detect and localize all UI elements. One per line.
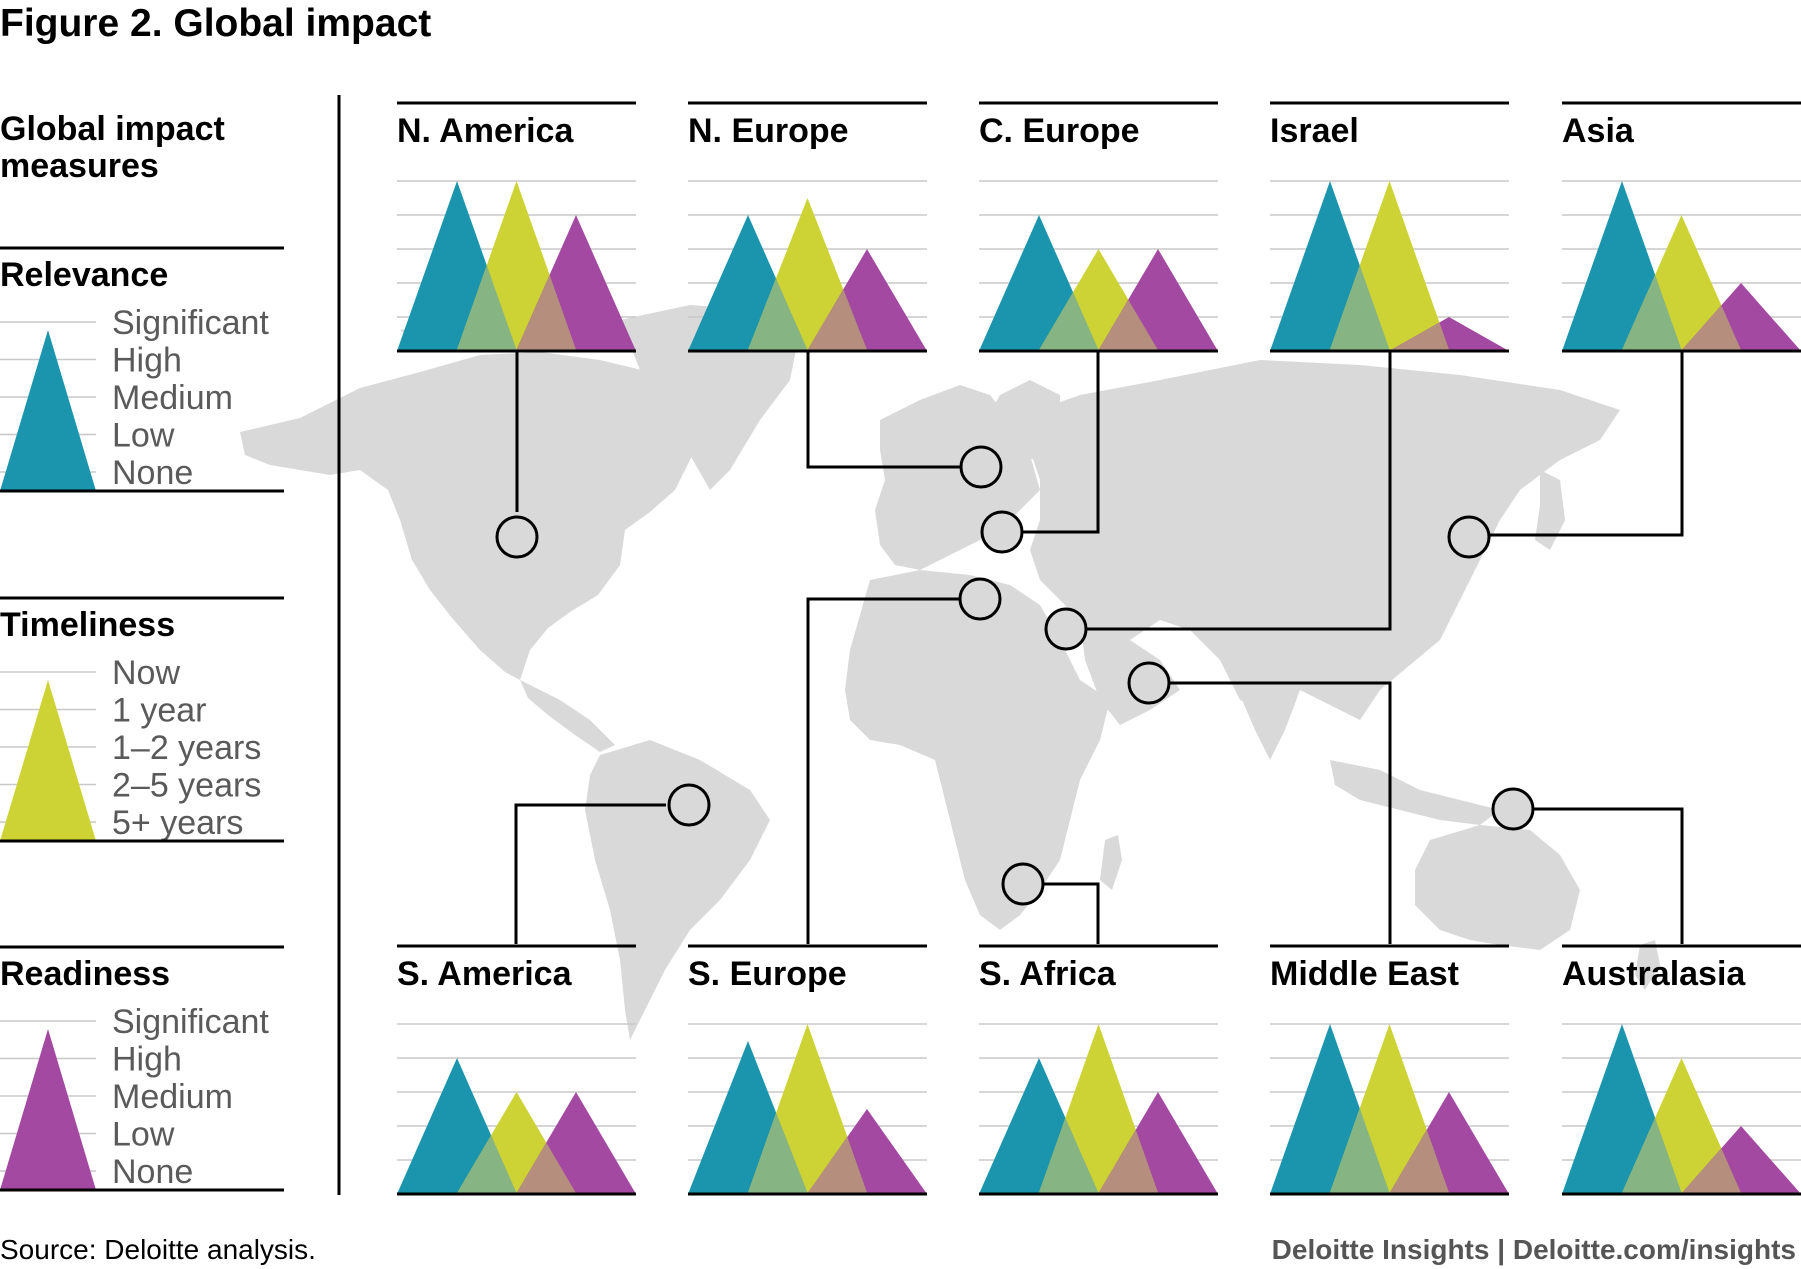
connector-n-europe xyxy=(806,352,962,469)
overlap-relevance-timeliness xyxy=(747,278,808,351)
overlap-relevance-timeliness xyxy=(1038,292,1099,351)
panel-title-s-africa: S. Africa xyxy=(979,955,1117,993)
legend-level-label: Significant xyxy=(112,304,269,342)
credit-line: Deloitte Insights | Deloitte.com/insight… xyxy=(1272,1234,1796,1265)
connector-australasia xyxy=(1533,807,1684,944)
connector-s-africa xyxy=(1043,882,1100,944)
marker-n-europe xyxy=(959,445,1003,489)
legend-relevance-triangle xyxy=(0,330,96,491)
marker-middle-east xyxy=(1127,661,1171,705)
legend-heading: Global impact measures xyxy=(0,110,234,185)
panel-title-australasia: Australasia xyxy=(1562,955,1746,993)
legend: Global impact measures Relevance Signific… xyxy=(0,110,284,1192)
panel-title-israel: Israel xyxy=(1270,112,1359,150)
marker-s-europe xyxy=(958,577,1002,621)
world-map xyxy=(240,305,1660,1040)
panel-title-n-europe: N. Europe xyxy=(688,112,849,150)
overlap-timeliness-readiness xyxy=(807,289,868,351)
connector-asia xyxy=(1489,352,1684,537)
panel-title-asia: Asia xyxy=(1562,112,1635,150)
legend-level-label: 2–5 years xyxy=(112,767,261,805)
marker-c-europe xyxy=(980,510,1024,554)
panel-n-america: N. America xyxy=(397,101,636,353)
connectors xyxy=(495,352,1684,944)
legend-level-label: High xyxy=(112,342,182,380)
legend-level-label: Medium xyxy=(112,379,233,417)
legend-level-label: None xyxy=(112,454,193,492)
legend-level-label: Medium xyxy=(112,1078,233,1116)
legend-level-label: Now xyxy=(112,654,180,692)
panel-c-europe: C. Europe xyxy=(979,101,1218,353)
overlap-relevance-timeliness xyxy=(1621,274,1682,351)
legend-level-label: Low xyxy=(112,1116,175,1154)
panel-australasia: Australasia xyxy=(1562,944,1801,1196)
connector-s-europe xyxy=(806,597,960,944)
panel-title-n-america: N. America xyxy=(397,112,574,150)
overlap-timeliness-readiness xyxy=(1389,1129,1450,1194)
panel-title-c-europe: C. Europe xyxy=(979,112,1140,150)
connector-middle-east xyxy=(1169,681,1392,944)
legend-level-label: Significant xyxy=(112,1003,269,1041)
overlap-relevance-timeliness xyxy=(456,265,517,351)
panel-middle-east: Middle East xyxy=(1270,944,1509,1196)
legend-timeliness-triangle xyxy=(0,680,96,841)
marker-israel xyxy=(1044,607,1088,651)
marker-s-america xyxy=(667,783,711,827)
panel-n-europe: N. Europe xyxy=(688,101,927,353)
overlap-timeliness-readiness xyxy=(807,1136,868,1194)
marker-s-africa xyxy=(1001,862,1045,906)
legend-readiness-name: Readiness xyxy=(0,955,170,993)
marker-n-america xyxy=(495,515,539,559)
marker-asia xyxy=(1447,515,1491,559)
legend-level-label: High xyxy=(112,1041,182,1079)
overlap-relevance-timeliness xyxy=(1621,1117,1682,1194)
panel-title-middle-east: Middle East xyxy=(1270,955,1459,993)
panel-asia: Asia xyxy=(1562,101,1801,353)
overlap-relevance-timeliness xyxy=(1038,1117,1099,1194)
overlap-timeliness-readiness xyxy=(1098,299,1159,351)
source-note: Source: Deloitte analysis. xyxy=(0,1234,316,1265)
overlap-timeliness-readiness xyxy=(1681,305,1742,351)
marker-australasia xyxy=(1491,787,1535,831)
overlap-timeliness-readiness xyxy=(516,274,577,351)
legend-readiness-triangle xyxy=(0,1029,96,1190)
overlap-timeliness-readiness xyxy=(1389,322,1450,351)
legend-relevance-name: Relevance xyxy=(0,256,168,294)
connector-israel xyxy=(1086,352,1392,631)
overlap-timeliness-readiness xyxy=(1681,1148,1742,1194)
panel-s-africa: S. Africa xyxy=(979,944,1218,1196)
overlap-relevance-timeliness xyxy=(1329,265,1390,351)
legend-level-label: 1 year xyxy=(112,692,207,730)
connector-s-america xyxy=(514,803,666,944)
panel-title-s-america: S. America xyxy=(397,955,573,993)
panel-title-s-europe: S. Europe xyxy=(688,955,847,993)
figure-title: Figure 2. Global impact xyxy=(0,2,431,45)
region-panels: N. America N. Europe C. Europe Israel Asia S.… xyxy=(397,101,1801,1196)
connector-c-europe xyxy=(1022,352,1100,534)
panel-s-europe: S. Europe xyxy=(688,944,927,1196)
overlap-relevance-timeliness xyxy=(1329,1108,1390,1194)
panel-israel: Israel xyxy=(1270,101,1509,353)
panel-s-america: S. America xyxy=(397,944,636,1196)
legend-level-label: None xyxy=(112,1153,193,1191)
legend-level-label: 1–2 years xyxy=(112,729,261,767)
overlap-timeliness-readiness xyxy=(516,1142,577,1194)
overlap-relevance-timeliness xyxy=(456,1135,517,1194)
overlap-timeliness-readiness xyxy=(1098,1129,1159,1194)
legend-timeliness-name: Timeliness xyxy=(0,606,175,644)
overlap-relevance-timeliness xyxy=(747,1112,808,1194)
legend-level-label: 5+ years xyxy=(112,804,243,842)
legend-level-label: Low xyxy=(112,417,175,455)
